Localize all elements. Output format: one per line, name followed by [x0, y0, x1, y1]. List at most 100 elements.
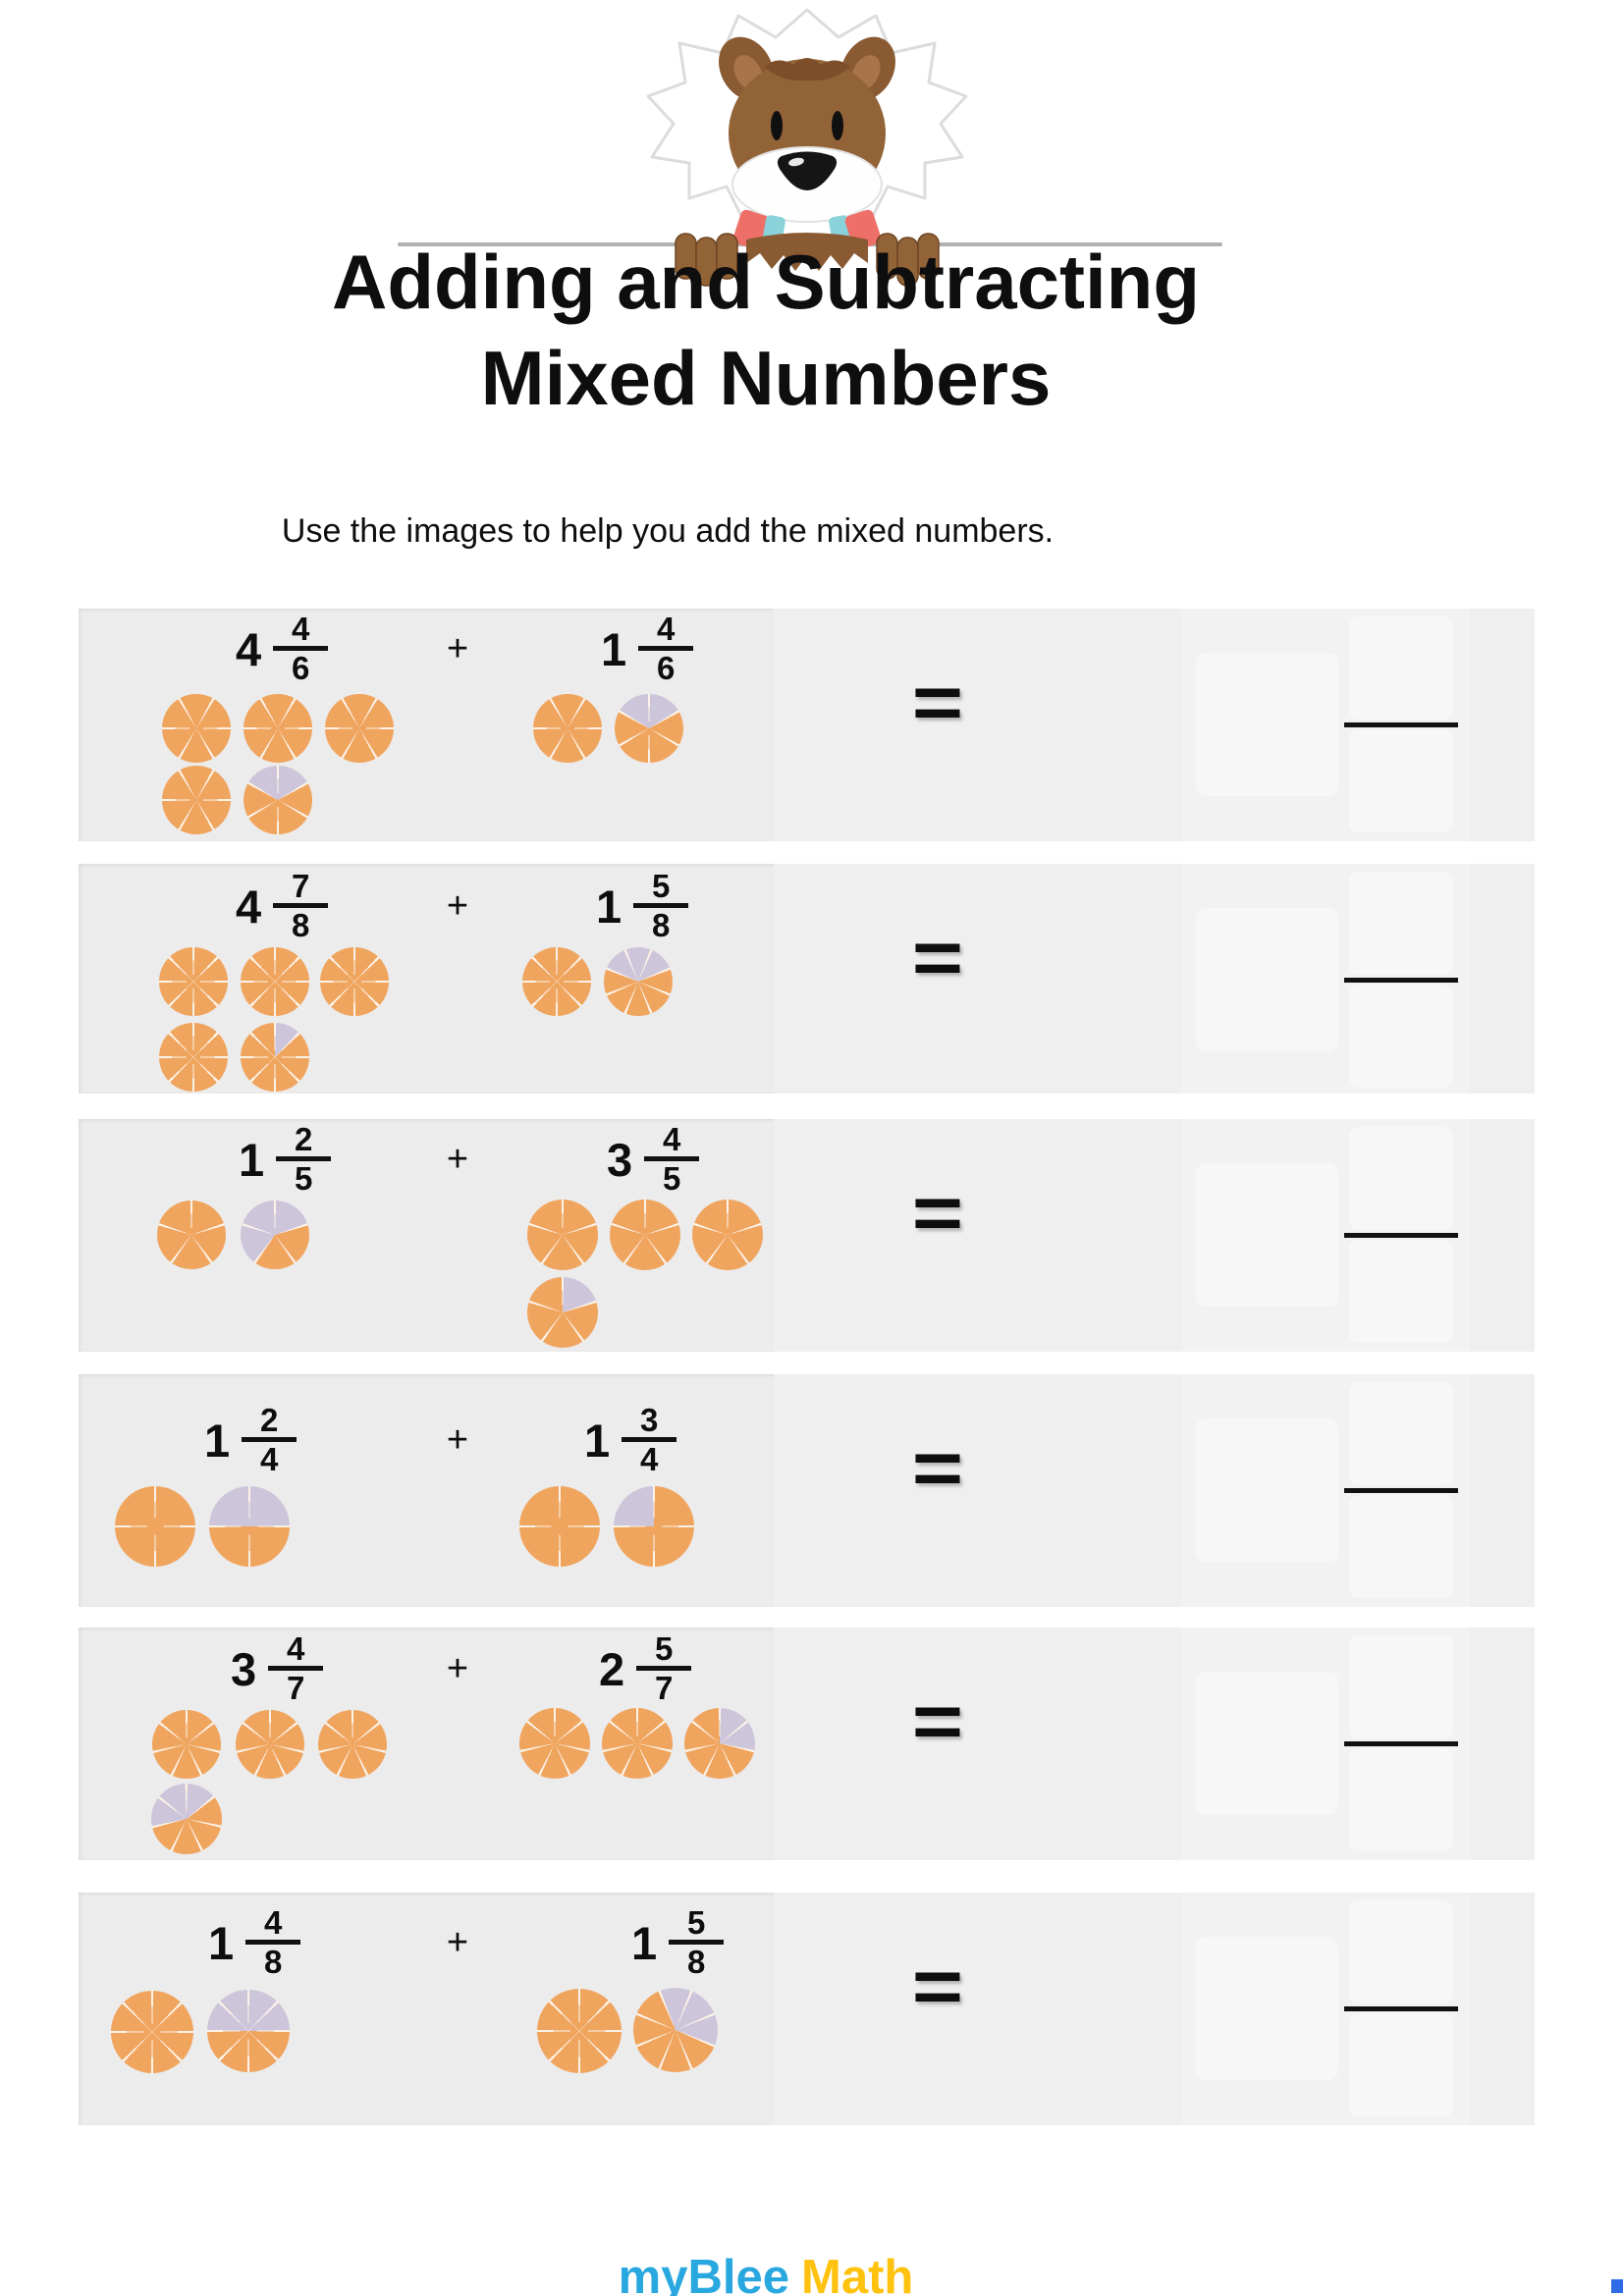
- right-pie-group: [79, 609, 1535, 841]
- whole-number: 4: [236, 622, 262, 675]
- right-pie-group: [79, 864, 1535, 1094]
- pie-partial: [241, 1023, 309, 1092]
- fraction-bar: [669, 1940, 725, 1945]
- plus-sign: +: [446, 628, 469, 669]
- numerator: 2: [294, 1121, 313, 1157]
- pie-partial: [684, 1708, 755, 1779]
- answer-whole-number-box[interactable]: [1196, 653, 1338, 796]
- equals-sign: =: [911, 1943, 964, 2029]
- answer-denominator-box[interactable]: [1349, 985, 1453, 1088]
- title-line-1: Adding and Subtracting: [332, 239, 1200, 325]
- pie-partial: [604, 947, 673, 1016]
- answer-whole-number-box[interactable]: [1196, 1418, 1338, 1562]
- answer-numerator-box[interactable]: [1349, 616, 1453, 720]
- answer-whole-number-box[interactable]: [1196, 1672, 1338, 1815]
- pie-whole: [241, 947, 309, 1016]
- answer-denominator-box[interactable]: [1349, 1495, 1453, 1598]
- whole-number: 3: [231, 1642, 257, 1695]
- pie-whole: [325, 694, 394, 763]
- whole-number: 1: [239, 1133, 265, 1186]
- right-pie-group: [79, 1628, 1535, 1860]
- mascot-dog-illustration: [646, 8, 968, 287]
- whole-number: 1: [596, 880, 623, 933]
- pie-whole: [519, 1486, 600, 1567]
- plus-sign: +: [446, 1419, 469, 1461]
- fraction-bar: [273, 903, 329, 908]
- whole-number: 2: [599, 1642, 625, 1695]
- pie-partial: [151, 1784, 222, 1854]
- numerator: 4: [291, 611, 310, 647]
- fraction-bar: [268, 1666, 324, 1671]
- plus-sign: +: [446, 1648, 469, 1689]
- pie-whole: [152, 1710, 221, 1779]
- answer-numerator-box[interactable]: [1349, 872, 1453, 975]
- forelock: [764, 58, 850, 81]
- plus-sign: +: [446, 885, 469, 927]
- answer-denominator-box[interactable]: [1349, 729, 1453, 832]
- denominator: 4: [639, 1441, 659, 1477]
- answer-denominator-box[interactable]: [1349, 1240, 1453, 1343]
- answer-denominator-box[interactable]: [1349, 1748, 1453, 1851]
- left-pie-group: [79, 1893, 1535, 2125]
- answer-fraction-bar: [1344, 1741, 1458, 1746]
- left-paw: [675, 233, 738, 287]
- denominator: 8: [263, 1944, 283, 1980]
- numerator: 4: [656, 611, 676, 647]
- equals-sign: =: [911, 914, 964, 1000]
- pie-partial: [527, 1277, 598, 1348]
- right-eye: [832, 111, 843, 140]
- plus-sign: +: [446, 1139, 469, 1180]
- pie-whole: [527, 1200, 598, 1270]
- whole-number: 1: [584, 1414, 611, 1467]
- denominator: 8: [291, 907, 310, 943]
- fraction-bar: [276, 1156, 332, 1161]
- pie-whole: [533, 694, 602, 763]
- answer-numerator-box[interactable]: [1349, 1127, 1453, 1230]
- whole-number: 1: [601, 622, 627, 675]
- answer-numerator-box[interactable]: [1349, 1635, 1453, 1738]
- pie-whole: [537, 1989, 622, 2073]
- answer-denominator-box[interactable]: [1349, 2013, 1453, 2116]
- denominator: 7: [286, 1670, 305, 1706]
- equals-sign: =: [911, 1169, 964, 1255]
- fraction-bar: [622, 1437, 677, 1442]
- numerator: 2: [259, 1402, 279, 1438]
- nose-shine: [788, 157, 804, 167]
- denominator: 4: [259, 1441, 279, 1477]
- page-title: Adding and Subtracting Mixed Numbers: [0, 234, 1532, 426]
- pie-partial: [207, 1990, 290, 2072]
- pie-whole: [519, 1708, 590, 1779]
- answer-numerator-box[interactable]: [1349, 1382, 1453, 1485]
- answer-whole-number-box[interactable]: [1196, 1937, 1338, 2080]
- plus-sign: +: [446, 1922, 469, 1963]
- answer-whole-number-box[interactable]: [1196, 908, 1338, 1051]
- logo-myblee: myBlee: [618, 2251, 789, 2296]
- pie-partial: [244, 766, 312, 834]
- pie-whole: [244, 694, 312, 763]
- denominator: 5: [294, 1160, 313, 1197]
- left-pie-group: [79, 1628, 1535, 1860]
- pie-whole: [159, 947, 228, 1016]
- equals-sign: =: [911, 1424, 964, 1511]
- fraction-bar: [633, 903, 689, 908]
- pie-whole: [111, 1991, 193, 2073]
- denominator: 6: [291, 650, 310, 686]
- answer-numerator-box[interactable]: [1349, 1900, 1453, 2003]
- answer-whole-number-box[interactable]: [1196, 1163, 1338, 1307]
- numerator: 7: [291, 868, 310, 904]
